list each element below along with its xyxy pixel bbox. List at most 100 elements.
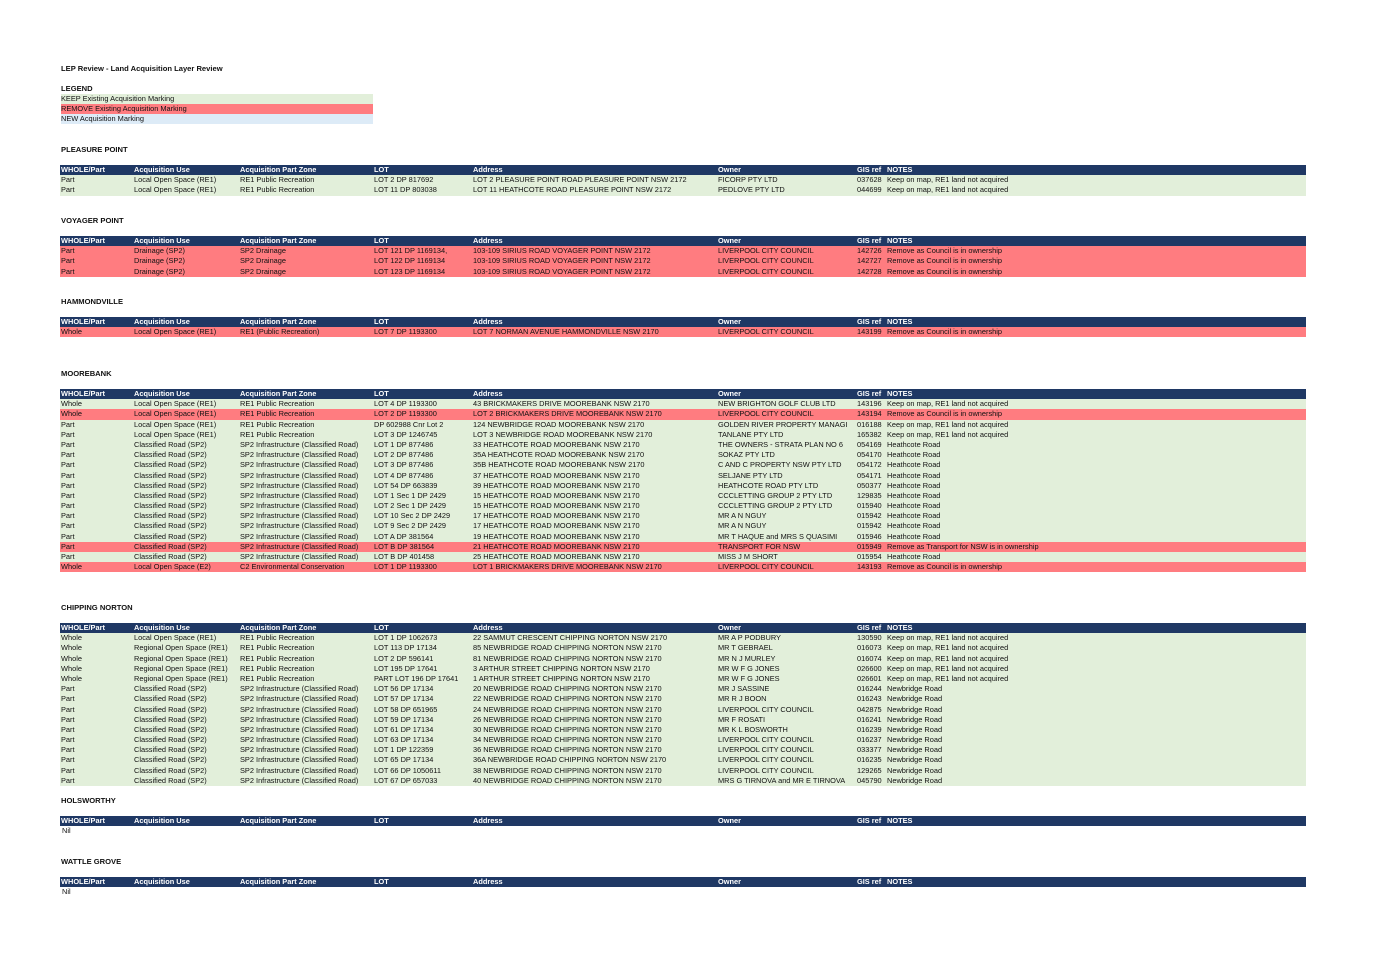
cell-col-lot: LOT 1 DP 877486 [374,439,434,449]
cell-col-part-zone: RE1 Public Recreation [240,663,315,673]
cell-col-part-zone: RE1 Public Recreation [240,175,315,185]
cell-col-part-zone: SP2 Infrastructure (Classified Road) [240,704,359,714]
legend-title: LEGEND [61,84,93,93]
cell-col-part-zone: SP2 Infrastructure (Classified Road) [240,531,359,541]
section-title: VOYAGER POINT [61,216,124,225]
cell-col-gis-ref: 016188 [857,419,882,429]
table-row: Whole Regional Open Space (RE1) RE1 Public… [60,673,1306,685]
cell-col-notes: Newbridge Road [887,735,943,745]
cell-col-acquisition-use: Classified Road (SP2) [134,745,207,755]
cell-col-owner: THE OWNERS - STRATA PLAN NO 6 [718,439,843,449]
table-header: WHOLE/Part Acquisition Use Acquisition Par… [60,165,1306,176]
cell-col-gis-ref: 016074 [857,653,882,663]
cell-col-whole-part: Part [61,775,75,785]
cell-col-address: 19 HEATHCOTE ROAD MOOREBANK NSW 2170 [473,531,640,541]
cell-col-gis-ref: 165382 [857,429,882,439]
header-col-owner: Owner [718,165,741,174]
cell-col-whole-part: Part [61,511,75,521]
cell-col-gis-ref: 026600 [857,663,882,673]
cell-col-gis-ref: 015942 [857,511,882,521]
cell-col-lot: LOT 123 DP 1169134 [374,266,446,276]
cell-col-whole-part: Whole [61,653,82,663]
cell-col-acquisition-use: Local Open Space (RE1) [134,399,217,409]
cell-col-address: 25 HEATHCOTE ROAD MOOREBANK NSW 2170 [473,552,640,561]
cell-col-owner: LIVERPOOL CITY COUNCIL [718,755,814,765]
cell-col-acquisition-use: Local Open Space (RE1) [134,419,217,429]
cell-col-address: 26 NEWBRIDGE ROAD CHIPPING NORTON NSW 21… [473,714,662,724]
table-row: Part Classified Road (SP2) SP2 Infrastruct… [60,460,1306,471]
cell-col-notes: Heathcote Road [887,470,941,480]
cell-col-notes: Heathcote Road [887,480,941,490]
cell-col-lot: LOT 122 DP 1169134 [374,256,446,266]
cell-col-acquisition-use: Classified Road (SP2) [134,511,207,521]
cell-col-address: LOT 2 BRICKMAKERS DRIVE MOOREBANK NSW 21… [473,409,662,419]
section-chipping-norton: CHIPPING NORTON WHOLE/Part Acquisition Use… [60,603,1306,786]
cell-col-part-zone: RE1 Public Recreation [240,643,315,653]
cell-col-whole-part: Part [61,684,75,694]
cell-col-address: LOT 7 NORMAN AVENUE HAMMONDVILLE NSW 217… [473,327,659,337]
cell-col-whole-part: Part [61,470,75,480]
section-wattle-grove: WATTLE GROVE WHOLE/Part Acquisition Use Acq… [60,857,1306,897]
cell-col-acquisition-use: Regional Open Space (RE1) [134,663,228,673]
cell-col-address: 39 HEATHCOTE ROAD MOOREBANK NSW 2170 [473,480,640,490]
cell-col-notes: Keep on map, RE1 land not acquired [887,419,1009,429]
cell-col-notes: Keep on map, RE1 land not acquired [887,185,1009,195]
header-col-gis-ref: GIS ref [857,236,882,245]
cell-col-gis-ref: 143193 [857,562,882,572]
cell-col-gis-ref: 037628 [857,175,882,185]
cell-col-acquisition-use: Classified Road (SP2) [134,735,207,745]
cell-col-part-zone: SP2 Infrastructure (Classified Road) [240,541,359,551]
cell-col-address: 15 HEATHCOTE ROAD MOOREBANK NSW 2170 [473,490,640,500]
cell-col-acquisition-use: Classified Road (SP2) [134,775,207,785]
table-row: Whole Regional Open Space (RE1) RE1 Public… [60,663,1306,674]
cell-col-owner: LIVERPOOL CITY COUNCIL [718,327,814,337]
cell-col-part-zone: RE1 Public Recreation [240,633,315,643]
cell-col-owner: MR T GEBRAEL [718,643,773,653]
cell-col-address: LOT 2 PLEASURE POINT ROAD PLEASURE POINT… [473,175,687,185]
cell-col-lot: LOT 2 DP 817692 [374,175,434,185]
cell-col-acquisition-use: Classified Road (SP2) [134,460,207,470]
cell-col-lot: LOT 10 Sec 2 DP 2429 [374,511,451,521]
header-col-part-zone: Acquisition Part Zone [240,816,317,825]
cell-col-lot: LOT 58 DP 651965 [374,704,438,714]
cell-col-part-zone: C2 Environmental Conservation [240,562,345,572]
table-row: Part Classified Road (SP2) SP2 Infrastruct… [60,714,1306,725]
cell-col-part-zone: RE1 Public Recreation [240,653,315,663]
table-row: Part Local Open Space (RE1) RE1 Public Rec… [60,185,1306,196]
table-row: Part Classified Road (SP2) SP2 Infrastruct… [60,735,1306,746]
cell-col-whole-part: Part [61,429,75,439]
cell-col-owner: SOKAZ PTY LTD [718,450,775,460]
header-col-lot: LOT [374,236,389,245]
cell-col-address: 35B HEATHCOTE ROAD MOOREBANK NSW 2170 [473,460,645,470]
cell-col-notes: Remove as Council is in ownership [887,246,1003,256]
table-row: Part Classified Road (SP2) SP2 Infrastruct… [60,470,1306,481]
table-row: Part Classified Road (SP2) SP2 Infrastruct… [60,511,1306,522]
section-title: PLEASURE POINT [61,145,128,154]
table-row: Whole Regional Open Space (RE1) RE1 Public… [60,643,1306,654]
cell-col-lot: LOT 7 DP 1193300 [374,327,437,337]
cell-col-whole-part: Part [61,256,75,266]
cell-col-lot: LOT 61 DP 17134 [374,724,434,734]
cell-col-notes: Newbridge Road [887,745,943,755]
cell-col-gis-ref: 129265 [857,765,882,775]
table-row: Part Classified Road (SP2) SP2 Infrastruct… [60,694,1306,705]
cell-col-acquisition-use: Classified Road (SP2) [134,501,207,511]
cell-col-gis-ref: 016239 [857,724,882,734]
cell-col-lot: LOT 3 DP 1246745 [374,429,438,439]
header-col-acquisition-use: Acquisition Use [134,236,190,245]
cell-col-address: 17 HEATHCOTE ROAD MOOREBANK NSW 2170 [473,521,640,531]
cell-col-part-zone: RE1 Public Recreation [240,185,315,195]
cell-col-owner: MR N J MURLEY [718,653,776,663]
cell-col-gis-ref: 016073 [857,643,882,653]
section-holsworthy: HOLSWORTHY WHOLE/Part Acquisition Use Acqui… [60,796,1306,836]
cell-col-whole-part: Part [61,266,75,276]
cell-col-address: 81 NEWBRIDGE ROAD CHIPPING NORTON NSW 21… [473,653,662,663]
cell-col-whole-part: Part [61,531,75,541]
cell-col-acquisition-use: Local Open Space (RE1) [134,429,217,439]
cell-col-whole-part: Part [61,490,75,500]
cell-col-owner: TRANSPORT FOR NSW [718,541,801,551]
cell-col-part-zone: SP2 Infrastructure (Classified Road) [240,694,359,704]
cell-col-address: 38 NEWBRIDGE ROAD CHIPPING NORTON NSW 21… [473,765,662,775]
cell-col-address: 34 NEWBRIDGE ROAD CHIPPING NORTON NSW 21… [473,735,662,745]
header-col-whole-part: WHOLE/Part [61,816,105,825]
